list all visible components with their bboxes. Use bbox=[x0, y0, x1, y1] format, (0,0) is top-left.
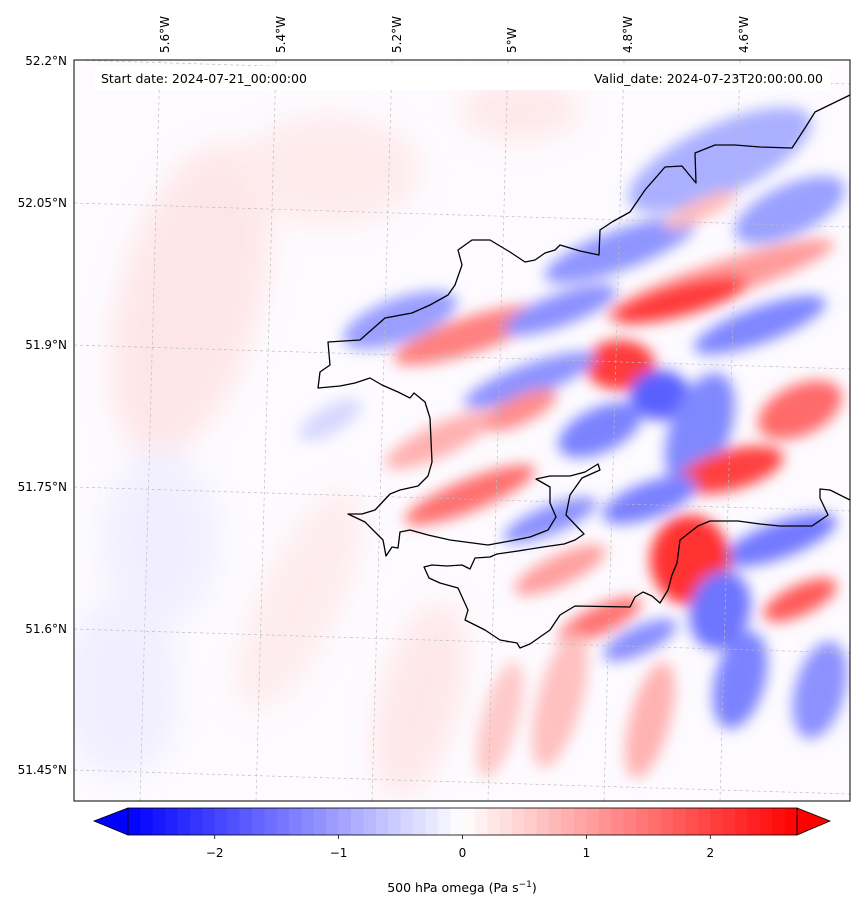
colorbar-step bbox=[524, 808, 538, 835]
colorbar-step bbox=[697, 808, 711, 835]
colorbar-step bbox=[574, 808, 587, 835]
colorbar-step bbox=[214, 808, 228, 835]
colorbar-step bbox=[648, 808, 662, 835]
colorbar-tick-label: 1 bbox=[583, 846, 591, 860]
lat-tick-label: 51.45°N bbox=[18, 763, 67, 777]
map-frame bbox=[73, 59, 851, 802]
colorbar-step bbox=[264, 808, 278, 835]
colorbar-step bbox=[487, 808, 501, 835]
colorbar-step bbox=[673, 808, 686, 835]
colorbar-step bbox=[772, 808, 786, 835]
colorbar-tick-label: −1 bbox=[330, 846, 348, 860]
lon-tick-label: 5.6°W bbox=[158, 16, 172, 53]
colorbar-step bbox=[326, 808, 340, 835]
colorbar-step bbox=[152, 808, 166, 835]
longitude-tick-labels: 5.6°W 5.4°W 5.2°W 5°W 4.8°W 4.6°W bbox=[158, 16, 751, 53]
colorbar-tick-label: −2 bbox=[206, 846, 224, 860]
lat-tick-label: 51.9°N bbox=[25, 338, 67, 352]
colorbar-step bbox=[685, 808, 699, 835]
valid-date-label: Valid_date: 2024-07-23T20:00:00.00 bbox=[594, 71, 823, 86]
colorbar-step bbox=[735, 808, 748, 835]
colorbar-step bbox=[635, 808, 649, 835]
colorbar-step bbox=[289, 808, 302, 835]
colorbar-step bbox=[375, 808, 389, 835]
colorbar-step bbox=[301, 808, 315, 835]
lon-tick-label: 4.6°W bbox=[737, 16, 751, 53]
lat-tick-label: 52.05°N bbox=[18, 196, 67, 210]
colorbar-step bbox=[276, 808, 290, 835]
colorbar-step bbox=[177, 808, 191, 835]
colorbar-step bbox=[140, 808, 154, 835]
colorbar-step bbox=[747, 808, 761, 835]
colorbar-step bbox=[313, 808, 327, 835]
colorbar-label: 500 hPa omega (Pa s−1) bbox=[387, 880, 537, 895]
start-date-label: Start date: 2024-07-21_00:00:00 bbox=[101, 71, 307, 86]
lon-tick-label: 5°W bbox=[505, 27, 519, 53]
colorbar-step bbox=[338, 808, 352, 835]
latitude-tick-labels: 52.2°N 52.05°N 51.9°N 51.75°N 51.6°N 51.… bbox=[18, 54, 67, 777]
omega-field bbox=[74, 80, 848, 798]
lat-tick-label: 51.6°N bbox=[25, 622, 67, 636]
colorbar-steps bbox=[128, 808, 798, 835]
colorbar-tick-label: 2 bbox=[706, 846, 714, 860]
colorbar-step bbox=[598, 808, 612, 835]
colorbar-step bbox=[623, 808, 637, 835]
colorbar-step bbox=[363, 808, 377, 835]
colorbar-high-extend bbox=[796, 807, 832, 836]
colorbar-step bbox=[400, 808, 414, 835]
colorbar-step bbox=[474, 808, 488, 835]
lat-tick-label: 51.75°N bbox=[18, 480, 67, 494]
colorbar-step bbox=[660, 808, 674, 835]
colorbar-step bbox=[586, 808, 600, 835]
colorbar-step bbox=[351, 808, 364, 835]
colorbar-step bbox=[722, 808, 736, 835]
colorbar-step bbox=[128, 808, 141, 835]
colorbar-step bbox=[251, 808, 265, 835]
colorbar-step bbox=[227, 808, 240, 835]
header-band bbox=[95, 66, 831, 90]
colorbar-step bbox=[512, 808, 525, 835]
colorbar-step bbox=[499, 808, 513, 835]
colorbar-step bbox=[425, 808, 439, 835]
colorbar-step bbox=[412, 808, 426, 835]
colorbar-step bbox=[437, 808, 451, 835]
colorbar-step bbox=[759, 808, 773, 835]
lon-tick-label: 4.8°W bbox=[621, 16, 635, 53]
colorbar-step bbox=[549, 808, 563, 835]
colorbar-step bbox=[710, 808, 724, 835]
colorbar-step bbox=[611, 808, 625, 835]
coastline bbox=[317, 94, 850, 649]
colorbar-step bbox=[450, 808, 463, 835]
colorbar-step bbox=[784, 808, 798, 835]
colorbar-step bbox=[462, 808, 476, 835]
colorbar-low-extend bbox=[92, 807, 129, 836]
colorbar: −2 −1 0 1 2 500 hPa omega (Pa s−1) bbox=[92, 807, 832, 895]
colorbar-ticks: −2 −1 0 1 2 bbox=[206, 835, 714, 860]
colorbar-tick-label: 0 bbox=[459, 846, 467, 860]
colorbar-step bbox=[536, 808, 550, 835]
lon-tick-label: 5.2°W bbox=[390, 16, 404, 53]
lat-tick-label: 52.2°N bbox=[25, 54, 67, 68]
colorbar-step bbox=[388, 808, 402, 835]
colorbar-step bbox=[189, 808, 203, 835]
lon-tick-label: 5.4°W bbox=[274, 16, 288, 53]
colorbar-step bbox=[202, 808, 216, 835]
colorbar-step bbox=[165, 808, 179, 835]
colorbar-step bbox=[561, 808, 575, 835]
colorbar-step bbox=[239, 808, 253, 835]
